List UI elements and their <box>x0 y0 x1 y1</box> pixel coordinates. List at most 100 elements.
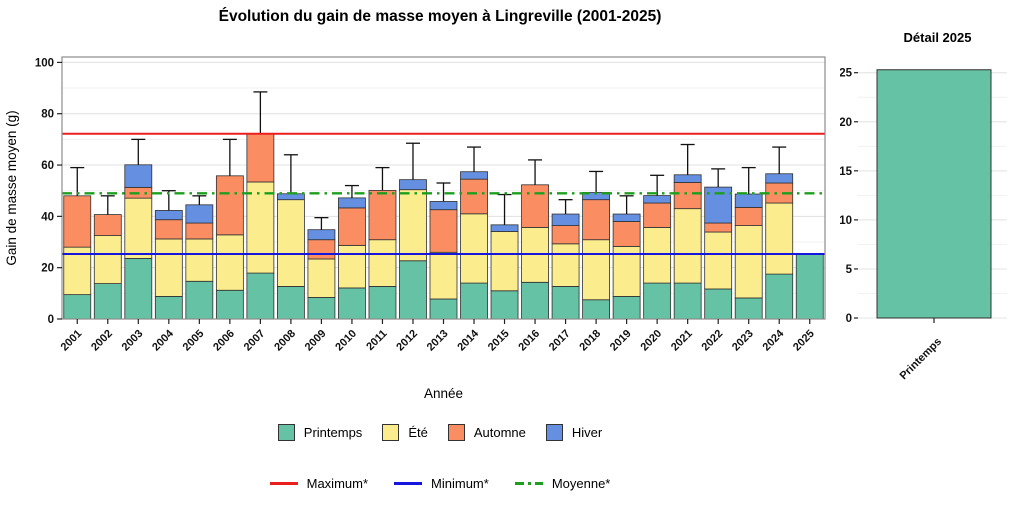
bar-segment-été-2024 <box>765 202 794 275</box>
x-tick-label-2003: 2003 <box>120 328 146 354</box>
bar-segment-été-2012 <box>399 189 427 262</box>
bar-segment-printemps-2002 <box>93 283 122 320</box>
bar-segment-hiver-2003 <box>124 164 153 188</box>
bar-segment-hiver-2021 <box>673 174 702 183</box>
bar-segment-printemps-2010 <box>338 287 366 320</box>
legend-item-minimum: Minimum* <box>394 476 489 491</box>
bar-segment-été-2008 <box>276 199 305 287</box>
x-tick-label-2016: 2016 <box>516 328 542 354</box>
x-tick-label-printemps: Printemps <box>898 336 945 383</box>
bar-segment-automne-2020 <box>643 202 672 228</box>
x-tick-label-2002: 2002 <box>89 328 115 354</box>
bar-segment-automne-2004 <box>154 219 183 240</box>
legend-label: Minimum* <box>431 476 489 491</box>
bar-segment-printemps-2013 <box>429 298 458 320</box>
bar-segment-automne-2013 <box>429 209 458 253</box>
bar-segment-automne-2005 <box>185 222 214 240</box>
bar-segment-automne-2002 <box>93 214 122 237</box>
legend-label: Printemps <box>303 425 363 440</box>
bar-segment-hiver-2014 <box>460 171 488 180</box>
bar-segment-automne-2016 <box>521 184 549 228</box>
y-tick-label: 25 <box>840 68 853 80</box>
bar-segment-automne-2019 <box>612 221 641 247</box>
bar-segment-été-2017 <box>551 243 580 287</box>
x-tick-label-2001: 2001 <box>59 328 85 354</box>
y-tick-label: 40 <box>41 211 54 223</box>
y-tick-label: 20 <box>41 263 54 275</box>
legend-label: Automne <box>473 425 526 440</box>
x-tick-label-2011: 2011 <box>364 328 389 353</box>
legend-item-été: Été <box>382 424 428 441</box>
legend-item-moyenne: Moyenne* <box>514 476 611 491</box>
y-tick-label: 5 <box>846 264 853 276</box>
legend-item-maximum: Maximum* <box>269 476 369 491</box>
x-tick-label-2019: 2019 <box>608 328 634 354</box>
x-tick-label-2008: 2008 <box>272 328 298 354</box>
bar-segment-hiver-2024 <box>765 173 794 184</box>
bar-segment-printemps-2001 <box>63 294 92 320</box>
x-tick-label-2013: 2013 <box>425 328 451 354</box>
bar-segment-été-2003 <box>124 197 153 259</box>
legend-swatch <box>545 424 563 441</box>
bar-segment-hiver-2004 <box>154 210 183 221</box>
bar-segment-printemps-2020 <box>643 282 672 320</box>
legend-label: Maximum* <box>306 476 369 491</box>
x-tick-label-2009: 2009 <box>303 328 329 354</box>
detail-title: Détail 2025 <box>904 30 972 45</box>
y-axis-title: Gain de masse moyen (g) <box>4 110 19 265</box>
legend-swatch <box>277 424 295 441</box>
bar-segment-printemps-2023 <box>734 297 763 320</box>
bar-segment-été-2023 <box>734 225 763 299</box>
bar-segment-été-2020 <box>643 226 672 284</box>
bar-segment-hiver-2015 <box>490 224 519 232</box>
bar-segment-hiver-2020 <box>643 195 672 204</box>
legend-swatch <box>382 424 400 441</box>
bar-segment-automne-2009 <box>307 239 336 260</box>
x-tick-label-2024: 2024 <box>761 327 787 353</box>
y-tick-label: 80 <box>41 109 54 121</box>
bar-segment-printemps-2024 <box>765 273 794 320</box>
bar-segment-automne-2021 <box>673 182 702 210</box>
bar-segment-automne-2007 <box>246 133 275 183</box>
bar-segment-printemps-2021 <box>673 282 702 320</box>
x-tick-label-2020: 2020 <box>638 328 664 354</box>
x-tick-label-2023: 2023 <box>730 328 756 354</box>
bar-segment-printemps-2003 <box>124 258 153 320</box>
legend-label: Moyenne* <box>551 476 611 491</box>
x-tick-label-2014: 2014 <box>455 327 481 353</box>
bar-segment-hiver-2008 <box>276 193 305 201</box>
x-axis-title: Année <box>424 386 463 401</box>
legend-label: Hiver <box>571 425 603 440</box>
bar-segment-printemps-2017 <box>551 286 580 320</box>
x-tick-label-2005: 2005 <box>181 328 207 354</box>
bar-segment-printemps-2014 <box>460 282 488 320</box>
bar-segment-été-2004 <box>154 238 183 297</box>
legend-line-sample <box>514 482 543 485</box>
bar-segment-été-2021 <box>673 208 702 284</box>
bar-segment-hiver-2017 <box>551 213 580 226</box>
x-tick-label-2006: 2006 <box>211 328 237 354</box>
bar-segment-hiver-2010 <box>338 197 366 209</box>
bar-segment-printemps-2016 <box>521 281 549 320</box>
x-tick-label-2025: 2025 <box>791 328 817 354</box>
bar-segment-automne-2014 <box>460 178 488 215</box>
legend-item-automne: Automne <box>447 424 526 441</box>
bar-segment-printemps-2008 <box>276 286 305 320</box>
y-tick-label: 15 <box>840 166 853 178</box>
x-tick-label-2017: 2017 <box>547 328 573 354</box>
y-tick-label: 0 <box>48 314 54 326</box>
bar-segment-printemps-2022 <box>704 288 733 320</box>
bar-segment-été-2005 <box>185 238 214 282</box>
main-chart: 0 20 40 60 80 100 2001 2002 2003 2004 2005 2006 2007… <box>4 56 826 401</box>
bar-segment-printemps-2009 <box>307 297 336 320</box>
bar-segment-printemps-2025 <box>795 253 824 320</box>
x-tick-label-2021: 2021 <box>669 328 695 354</box>
legend-line-sample <box>269 482 298 485</box>
bar-segment-automne-2017 <box>551 225 580 245</box>
bar-segment-hiver-2012 <box>399 179 427 191</box>
x-tick-label-2015: 2015 <box>486 328 512 354</box>
bar-segment-hiver-2023 <box>734 193 763 208</box>
bar-segment-été-2015 <box>490 231 519 292</box>
bar-segment-automne-2023 <box>734 206 763 226</box>
y-tick-label: 20 <box>840 117 852 129</box>
